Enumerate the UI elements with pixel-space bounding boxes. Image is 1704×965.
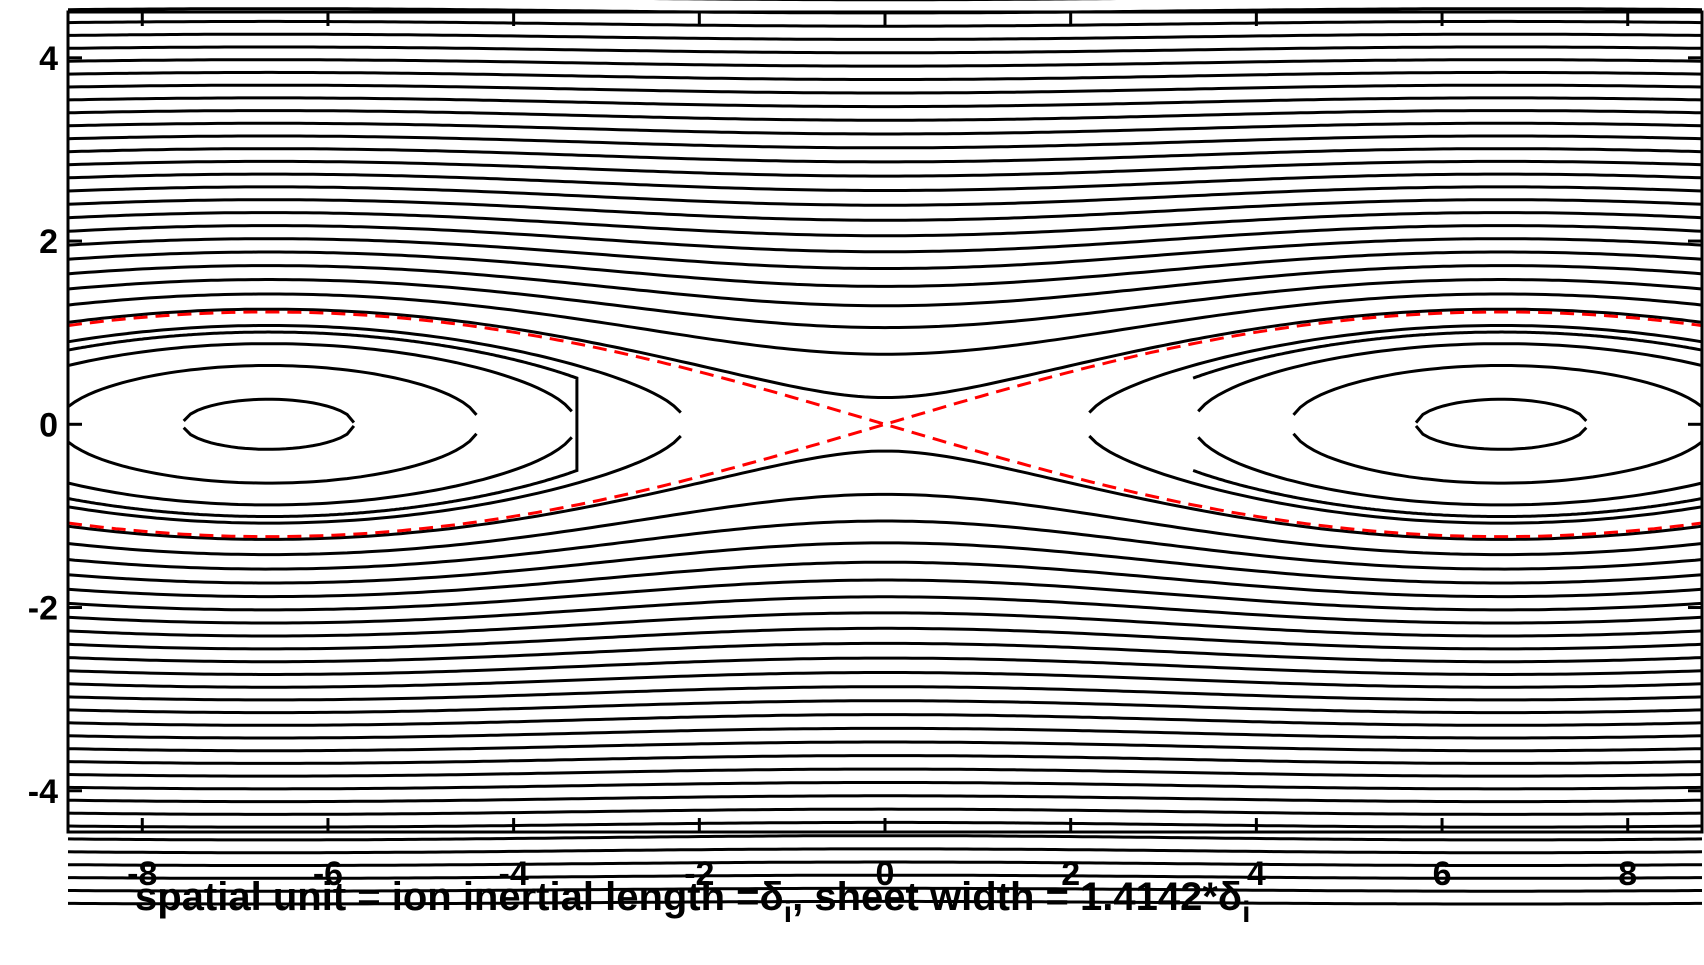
x-tick-label: 6 xyxy=(1433,855,1452,893)
x-tick-label: 2 xyxy=(1061,855,1080,893)
field-line xyxy=(67,19,1703,28)
field-line xyxy=(67,172,1703,192)
field-line xyxy=(67,278,1703,330)
field-line xyxy=(67,560,1703,599)
field-line xyxy=(67,781,1703,791)
field-line xyxy=(67,671,1703,689)
field-line xyxy=(67,685,1703,702)
field-line xyxy=(67,767,1703,778)
field-line xyxy=(68,32,1702,41)
field-line xyxy=(1197,436,1703,507)
y-tick-label: 0 xyxy=(39,406,58,444)
separatrix-line xyxy=(67,310,1703,539)
x-tick-label: -4 xyxy=(499,855,529,893)
x-tick-label: -2 xyxy=(684,855,714,893)
separatrix xyxy=(67,310,1703,539)
field-line xyxy=(67,324,682,414)
field-line xyxy=(67,834,1703,842)
field-line xyxy=(1414,397,1588,424)
field-line xyxy=(1088,324,1703,414)
field-line xyxy=(67,45,1703,55)
field-line xyxy=(67,342,573,413)
x-tick-label: 4 xyxy=(1247,855,1266,893)
x-tick-label: -8 xyxy=(127,855,157,893)
field-line xyxy=(67,121,1703,136)
field-line xyxy=(68,794,1702,804)
separatrix-line xyxy=(67,310,1703,539)
field-line xyxy=(67,626,1703,651)
field-line xyxy=(67,147,1703,164)
field-line xyxy=(182,397,356,424)
x-tick-label: 8 xyxy=(1618,855,1637,893)
field-line xyxy=(67,740,1703,753)
field-line xyxy=(67,492,1703,557)
field-line xyxy=(68,860,1702,867)
field-line xyxy=(67,713,1703,727)
field-line xyxy=(67,641,1703,664)
field-line xyxy=(67,449,1703,541)
field-line xyxy=(67,264,1703,308)
field-line xyxy=(67,292,1703,356)
x-tick-label: -6 xyxy=(313,855,343,893)
field-line xyxy=(68,899,1702,906)
field-line xyxy=(67,70,1703,81)
field-line xyxy=(1292,432,1703,485)
field-line xyxy=(67,726,1703,740)
field-line xyxy=(67,134,1703,150)
field-line xyxy=(67,185,1703,207)
field-line xyxy=(67,436,573,507)
field-line xyxy=(67,434,682,525)
field-line xyxy=(67,250,1703,288)
field-line xyxy=(1088,434,1703,525)
field-line xyxy=(67,699,1703,715)
y-tick-label: 4 xyxy=(39,40,58,78)
field-line xyxy=(67,198,1703,222)
field-line xyxy=(67,656,1703,676)
field-line xyxy=(67,307,1703,399)
x-tick-label: 0 xyxy=(876,855,895,893)
field-line xyxy=(182,424,356,451)
y-tick-label: 2 xyxy=(39,223,58,261)
field-line xyxy=(1292,364,1703,416)
field-line xyxy=(67,58,1703,68)
field-line xyxy=(67,807,1703,816)
field-line xyxy=(67,611,1703,638)
field-line xyxy=(67,96,1703,109)
field-line xyxy=(1414,424,1588,451)
y-axis-ticks: -4 -2 0 2 4 xyxy=(28,40,1702,811)
field-line xyxy=(67,432,478,485)
field-line xyxy=(67,237,1703,270)
field-line xyxy=(67,541,1703,585)
field-line xyxy=(67,519,1703,571)
field-line xyxy=(68,873,1702,880)
field-line xyxy=(67,595,1703,625)
field-line xyxy=(1197,342,1703,413)
island-contour xyxy=(1192,330,1704,518)
field-line xyxy=(67,224,1703,254)
x-axis-label: spatial unit = ion inertial length =δi, … xyxy=(135,875,1251,929)
field-line xyxy=(67,754,1703,765)
field-line xyxy=(67,159,1703,178)
field-line xyxy=(67,847,1703,855)
y-tick-label: -4 xyxy=(28,773,58,811)
field-line xyxy=(68,886,1702,893)
island-contour xyxy=(67,330,579,518)
field-line xyxy=(67,364,478,416)
field-line xyxy=(67,211,1703,238)
field-lines xyxy=(67,0,1704,906)
field-line xyxy=(67,83,1703,95)
y-tick-label: -2 xyxy=(28,590,58,628)
field-line xyxy=(67,578,1703,612)
field-line xyxy=(67,109,1703,122)
x-axis-ticks: -8 -6 -4 -2 0 2 4 6 8 xyxy=(127,12,1637,893)
